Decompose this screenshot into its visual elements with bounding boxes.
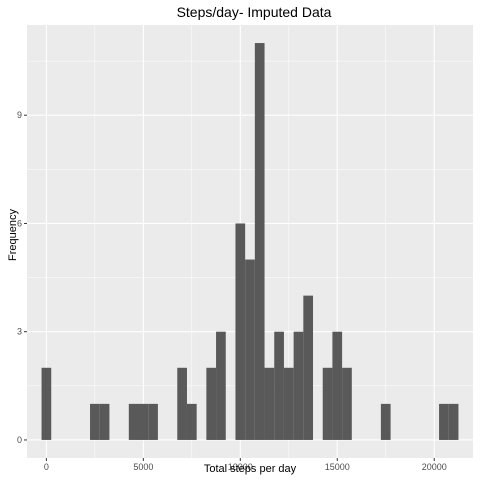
histogram-bar	[283, 367, 294, 440]
histogram-bar	[245, 259, 255, 440]
y-tick-label: 0	[17, 435, 22, 445]
x-tick-label: 5000	[133, 462, 153, 472]
histogram-bar	[235, 223, 246, 440]
histogram-bar	[186, 403, 197, 440]
histogram-bar	[90, 403, 100, 440]
x-tick-label: 20000	[422, 462, 447, 472]
histogram-bars	[41, 43, 459, 440]
histogram-bar	[303, 295, 314, 440]
histogram-bar	[342, 367, 352, 440]
y-tick-label: 6	[17, 218, 22, 228]
histogram-bar	[439, 403, 449, 440]
x-tick-label: 0	[44, 462, 49, 472]
y-axis-title: Frequency	[7, 209, 19, 261]
histogram-bar	[274, 331, 284, 440]
y-tick-label: 3	[17, 327, 22, 337]
axes: 0 5000 10000 15000 20000 0 3 6 9	[17, 110, 447, 472]
y-tick-label: 9	[17, 110, 22, 120]
x-tick-label: 10000	[228, 462, 253, 472]
histogram-bar	[206, 367, 217, 440]
x-axis-title: Total steps per day	[204, 463, 297, 475]
histogram-bar	[322, 367, 333, 440]
histogram-bar	[264, 367, 275, 440]
histogram-bar	[128, 403, 139, 440]
histogram-bar	[148, 403, 158, 440]
histogram-bar	[448, 403, 459, 440]
histogram-bar	[177, 367, 187, 440]
histogram-bar	[99, 403, 110, 440]
chart-title: Steps/day- Imputed Data	[177, 4, 332, 20]
histogram-bar	[138, 403, 149, 440]
histogram-bar	[332, 331, 343, 440]
histogram-bar	[254, 43, 265, 440]
histogram-bar	[293, 331, 304, 440]
histogram-bar	[41, 367, 52, 440]
x-tick-label: 15000	[325, 462, 350, 472]
histogram-bar	[380, 403, 391, 440]
histogram-bar	[216, 331, 226, 440]
